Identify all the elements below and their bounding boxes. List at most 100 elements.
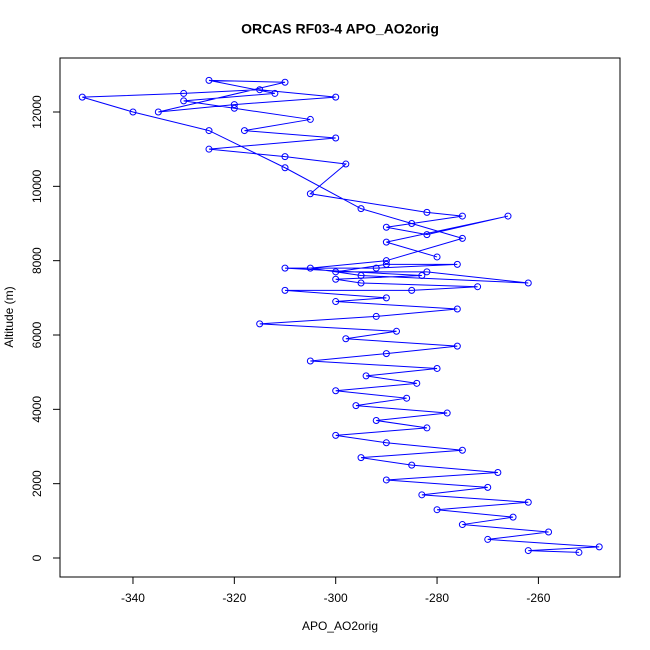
data-point: [382, 260, 390, 268]
data-point: [281, 164, 289, 172]
data-point: [524, 547, 532, 555]
data-point: [281, 264, 289, 272]
data-point: [453, 342, 461, 350]
data-point: [458, 521, 466, 529]
x-tick-label: -340: [121, 591, 145, 605]
data-point: [352, 402, 360, 410]
data-point: [256, 320, 264, 328]
x-tick-label: -320: [222, 591, 246, 605]
y-tick-label: 2000: [30, 470, 44, 497]
data-point: [453, 305, 461, 313]
data-point: [332, 431, 340, 439]
data-point: [382, 223, 390, 231]
data-point: [423, 268, 431, 276]
data-point: [458, 446, 466, 454]
data-point: [332, 134, 340, 142]
y-axis-label: Altitude (m): [2, 286, 16, 347]
data-point: [393, 327, 401, 335]
data-point: [403, 394, 411, 402]
data-point: [362, 372, 370, 380]
chart-title: ORCAS RF03-4 APO_AO2orig: [241, 21, 439, 37]
data-point: [382, 294, 390, 302]
data-point: [306, 190, 314, 198]
data-point: [129, 108, 137, 116]
data-point: [281, 286, 289, 294]
y-tick-label: 4000: [30, 396, 44, 423]
data-point: [595, 543, 603, 551]
data-point: [306, 115, 314, 123]
data-point: [453, 260, 461, 268]
y-tick-label: 8000: [30, 247, 44, 274]
data-point: [423, 208, 431, 216]
data-point: [408, 286, 416, 294]
data-point: [382, 257, 390, 265]
data-point: [382, 238, 390, 246]
data-point: [418, 491, 426, 499]
data-point: [545, 528, 553, 536]
x-tick-label: -260: [526, 591, 550, 605]
data-point: [382, 439, 390, 447]
data-point: [494, 469, 502, 477]
data-point: [332, 93, 340, 101]
y-tick-label: 10000: [30, 169, 44, 203]
data-point: [230, 101, 238, 109]
data-point: [433, 364, 441, 372]
x-tick-label: -280: [425, 591, 449, 605]
data-point: [357, 279, 365, 287]
data-point: [433, 253, 441, 261]
data-point: [180, 97, 188, 105]
data-point: [154, 108, 162, 116]
data-point: [524, 279, 532, 287]
data-point: [575, 548, 583, 556]
data-point: [408, 461, 416, 469]
data-point: [382, 476, 390, 484]
plot-frame: [59, 57, 621, 578]
data-point: [332, 387, 340, 395]
data-point: [306, 264, 314, 272]
data-point: [408, 220, 416, 228]
data-point: [484, 535, 492, 543]
data-point: [78, 93, 86, 101]
data-point: [504, 212, 512, 220]
data-point: [230, 104, 238, 112]
data-line: [82, 79, 600, 553]
data-point: [433, 506, 441, 514]
data-point: [443, 409, 451, 417]
data-point: [382, 350, 390, 358]
data-point: [332, 268, 340, 276]
data-point: [423, 231, 431, 239]
data-point: [458, 212, 466, 220]
y-tick-label: 12000: [30, 95, 44, 129]
data-point: [357, 272, 365, 280]
data-point: [205, 127, 213, 135]
data-point: [458, 234, 466, 242]
data-point: [509, 513, 517, 521]
data-point: [180, 89, 188, 97]
y-tick-label: 6000: [30, 321, 44, 348]
data-point: [413, 379, 421, 387]
data-point: [372, 416, 380, 424]
data-point: [281, 153, 289, 161]
data-point: [372, 264, 380, 272]
y-tick-label: 0: [30, 554, 44, 561]
data-point: [205, 145, 213, 153]
data-point: [423, 424, 431, 432]
data-point: [357, 454, 365, 462]
data-point: [357, 205, 365, 213]
data-point: [332, 275, 340, 283]
data-point: [306, 357, 314, 365]
data-point: [418, 272, 426, 280]
data-point: [524, 498, 532, 506]
data-point: [271, 89, 279, 97]
data-point: [342, 160, 350, 168]
data-point: [256, 86, 264, 94]
data-point: [372, 312, 380, 320]
x-axis-label: APO_AO2orig: [302, 619, 378, 633]
data-point: [281, 78, 289, 86]
x-tick-label: -300: [324, 591, 348, 605]
data-point: [342, 335, 350, 343]
data-point: [474, 283, 482, 291]
data-point: [205, 76, 213, 84]
data-point: [484, 483, 492, 491]
